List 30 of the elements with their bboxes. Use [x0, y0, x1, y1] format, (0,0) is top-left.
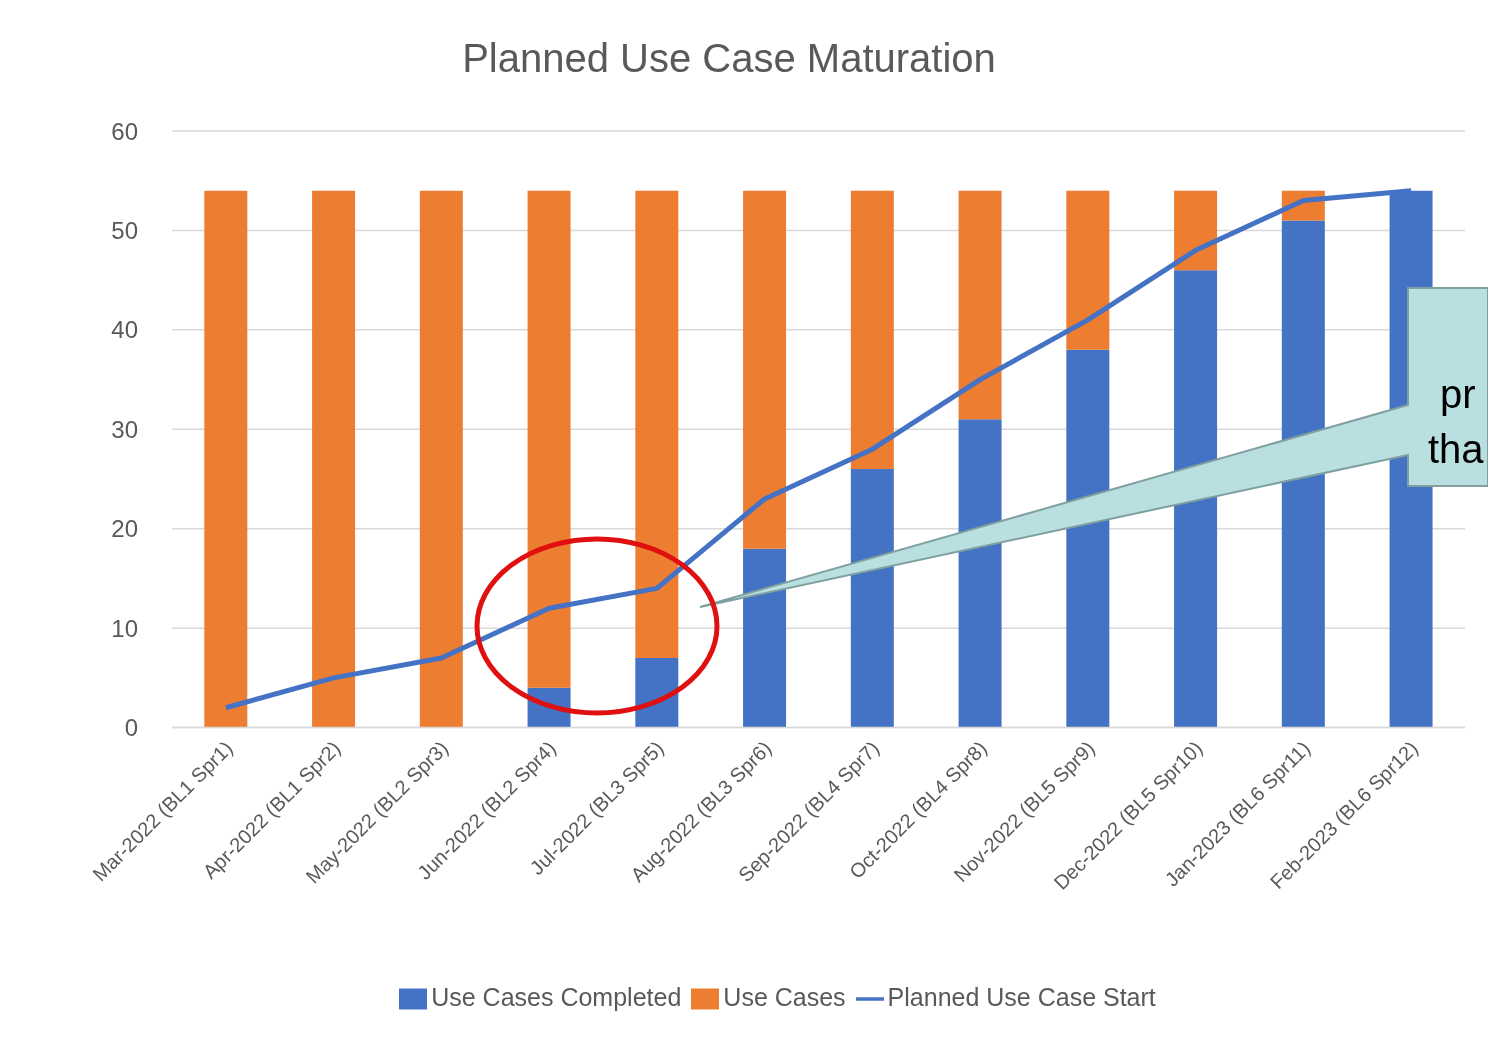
y-tick-label: 60 — [111, 117, 138, 145]
annotation: tha — [1428, 427, 1485, 471]
bar — [850, 469, 894, 728]
bar — [850, 190, 894, 470]
y-tick-label: 10 — [111, 614, 138, 642]
legend-label: Planned Use Case Start — [887, 982, 1156, 1011]
bar — [635, 658, 679, 728]
y-tick-label: 40 — [111, 316, 138, 344]
bar — [635, 190, 679, 658]
bar — [419, 190, 463, 728]
y-tick-label: 20 — [111, 515, 138, 543]
bar — [312, 190, 356, 728]
y-tick-label: 0 — [124, 714, 138, 742]
legend-label: Use Cases — [723, 982, 846, 1011]
bar — [958, 419, 1002, 728]
y-tick-label: 30 — [111, 415, 138, 443]
bar — [958, 190, 1002, 420]
bar — [743, 190, 787, 549]
bar — [743, 548, 787, 728]
bar — [527, 190, 571, 688]
bar — [1066, 349, 1110, 728]
chart-title: Planned Use Case Maturation — [461, 36, 997, 81]
bar — [1174, 190, 1218, 271]
bar — [1174, 270, 1218, 728]
annotation: pr — [1440, 372, 1476, 416]
y-tick-label: 50 — [111, 216, 138, 244]
bar — [1281, 220, 1325, 728]
bar — [204, 190, 248, 728]
bar — [1066, 190, 1110, 350]
legend-label: Use Cases Completed — [431, 982, 682, 1011]
